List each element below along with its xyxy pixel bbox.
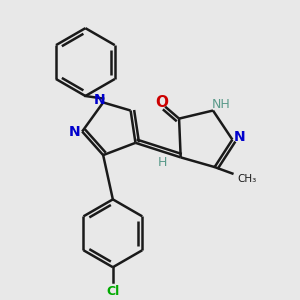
- Text: N: N: [69, 124, 81, 139]
- Text: NH: NH: [212, 98, 230, 111]
- Text: N: N: [234, 130, 245, 144]
- Text: H: H: [158, 156, 168, 169]
- Text: Cl: Cl: [106, 285, 119, 298]
- Text: N: N: [94, 93, 105, 107]
- Text: CH₃: CH₃: [238, 174, 257, 184]
- Text: O: O: [155, 95, 168, 110]
